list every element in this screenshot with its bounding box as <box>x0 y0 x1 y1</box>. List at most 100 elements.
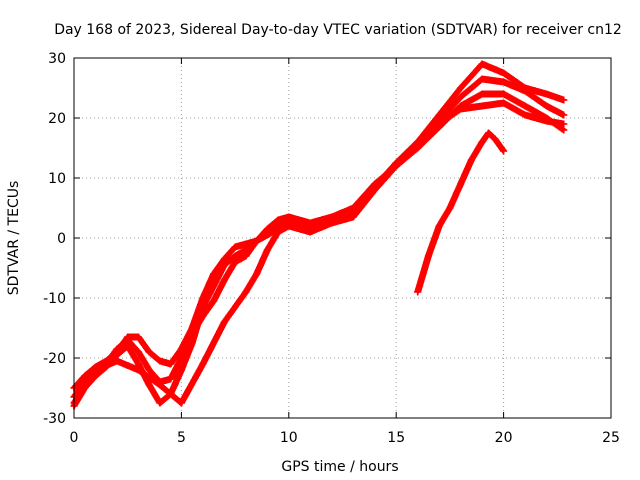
data-point <box>263 246 271 254</box>
data-point <box>349 210 357 218</box>
data-point <box>113 345 121 353</box>
data-point <box>220 255 228 263</box>
y-tick-label: 0 <box>57 231 66 247</box>
x-tick-label: 20 <box>495 430 513 446</box>
data-point <box>167 360 175 368</box>
data-point <box>392 159 400 167</box>
data-point <box>177 399 185 407</box>
data-point <box>435 120 443 128</box>
data-point <box>306 225 314 233</box>
y-tick-label: 30 <box>48 51 66 67</box>
y-axis-label: SDTVAR / TECUs <box>6 181 22 296</box>
data-point <box>485 129 493 137</box>
data-point <box>328 216 336 224</box>
data-point <box>156 357 164 365</box>
data-point <box>457 180 465 188</box>
data-point <box>478 60 486 68</box>
data-point <box>199 303 207 311</box>
data-point <box>188 330 196 338</box>
data-point <box>134 333 142 341</box>
data-point <box>478 102 486 110</box>
data-point <box>242 240 250 248</box>
y-tick-label: 10 <box>48 171 66 187</box>
data-point <box>560 120 568 128</box>
data-point <box>134 360 142 368</box>
data-point <box>274 228 282 236</box>
y-tick-label: -30 <box>43 411 66 427</box>
x-tick-label: 10 <box>280 430 298 446</box>
data-point <box>521 111 529 119</box>
chart-title: Day 168 of 2023, Sidereal Day-to-day VTE… <box>54 22 622 38</box>
data-point <box>113 357 121 365</box>
y-tick-label: 20 <box>48 111 66 127</box>
data-point <box>543 117 551 125</box>
x-tick-label: 0 <box>70 430 79 446</box>
series-track-5 <box>414 129 508 296</box>
data-point <box>424 252 432 260</box>
data-point <box>457 105 465 113</box>
data-point <box>457 93 465 101</box>
series-markers <box>414 129 508 296</box>
grid <box>74 58 611 418</box>
data-point <box>177 354 185 362</box>
data-point <box>210 282 218 290</box>
data-point <box>220 276 228 284</box>
data-point <box>371 183 379 191</box>
data-point <box>414 138 422 146</box>
data-point <box>145 348 153 356</box>
x-tick-label: 25 <box>602 430 620 446</box>
data-point <box>231 258 239 266</box>
data-point <box>242 252 250 260</box>
data-point <box>435 222 443 230</box>
data-point <box>242 288 250 296</box>
data-point <box>478 90 486 98</box>
data-point <box>500 90 508 98</box>
data-point <box>560 111 568 119</box>
data-point <box>210 270 218 278</box>
data-point <box>500 69 508 77</box>
data-point <box>500 78 508 86</box>
data-point <box>521 102 529 110</box>
data-point <box>274 216 282 224</box>
axes: 0 5 10 15 20 25 -30 -20 -10 0 10 20 30 <box>43 51 620 446</box>
data-point <box>560 96 568 104</box>
data-point <box>124 336 132 344</box>
data-point <box>253 237 261 245</box>
data-point <box>457 84 465 92</box>
data-point <box>263 231 271 239</box>
y-tick-label: -10 <box>43 291 66 307</box>
data-point <box>521 87 529 95</box>
data-point <box>220 318 228 326</box>
y-tick-label: -20 <box>43 351 66 367</box>
x-tick-label: 15 <box>387 430 405 446</box>
data-point <box>81 372 89 380</box>
data-point <box>478 138 486 146</box>
data-point <box>156 381 164 389</box>
data-point <box>543 102 551 110</box>
data-point <box>156 399 164 407</box>
series-track-4 <box>70 99 568 407</box>
data-point <box>231 243 239 251</box>
data-point <box>134 348 142 356</box>
data-point <box>560 126 568 134</box>
data-point <box>91 366 99 374</box>
data-point <box>199 312 207 320</box>
data-point <box>253 270 261 278</box>
data-point <box>145 366 153 374</box>
data-point <box>167 375 175 383</box>
data-point <box>145 381 153 389</box>
data-point <box>285 213 293 221</box>
data-point <box>199 360 207 368</box>
data-point <box>220 261 228 269</box>
data-point <box>177 366 185 374</box>
data-point <box>210 297 218 305</box>
data-point <box>414 288 422 296</box>
data-point <box>134 366 142 374</box>
x-tick-label: 5 <box>177 430 186 446</box>
data-point <box>478 75 486 83</box>
data-point <box>285 222 293 230</box>
data-point <box>500 99 508 107</box>
data-point <box>306 219 314 227</box>
data-point <box>491 135 499 143</box>
